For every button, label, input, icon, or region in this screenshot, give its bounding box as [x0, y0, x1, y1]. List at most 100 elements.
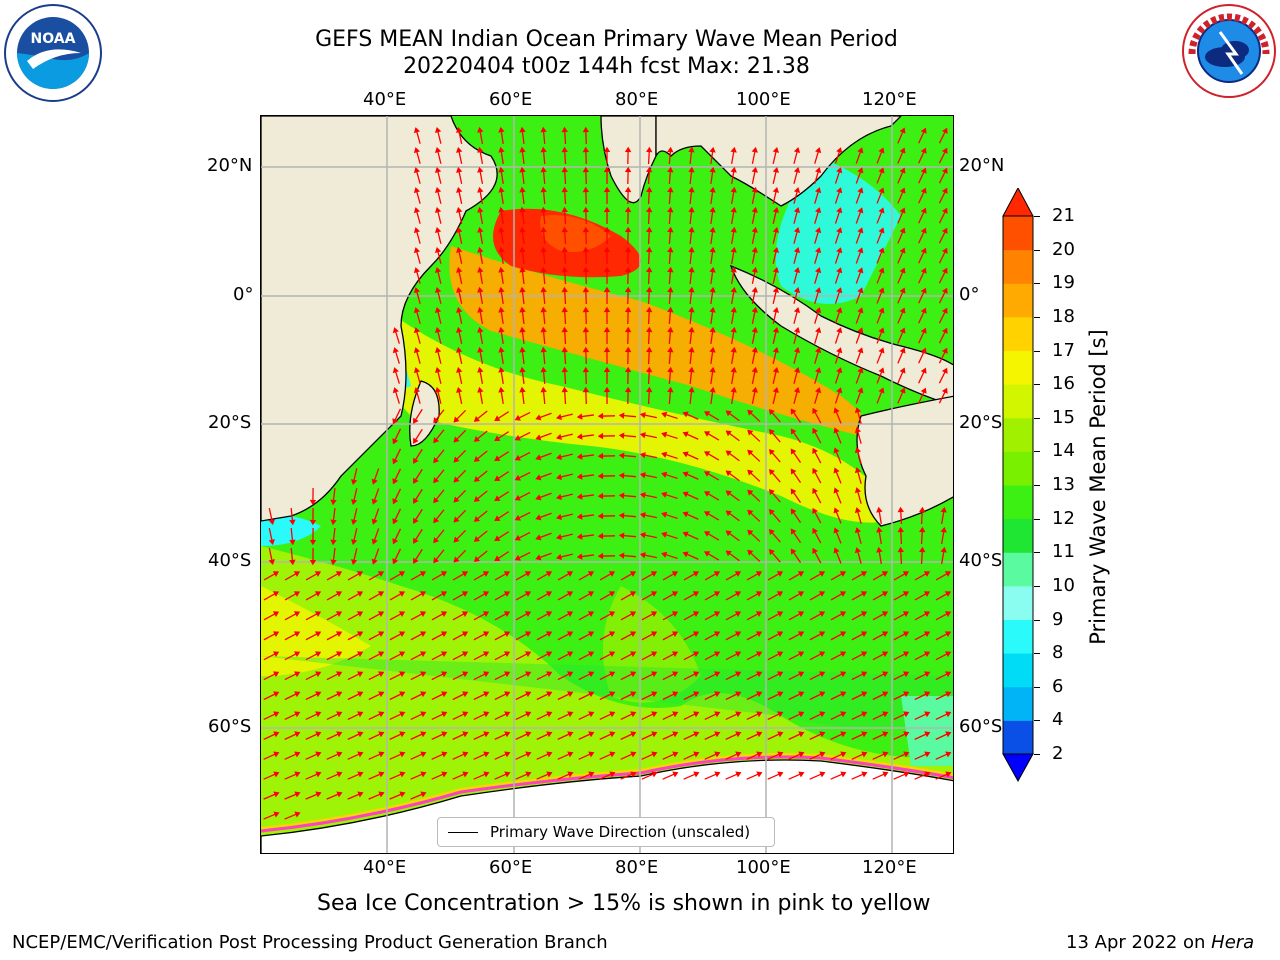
wave-arrow-head [735, 751, 742, 758]
wave-arrow-head [709, 326, 716, 333]
wave-arrow-head [309, 539, 317, 546]
wave-arrow-head [566, 631, 574, 638]
wave-arrow-head [751, 246, 758, 253]
wave-arrow-head [535, 494, 542, 501]
colorbar-cell [1003, 249, 1033, 284]
wave-arrow-head [294, 731, 301, 738]
wave-arrow-head [377, 571, 385, 577]
wave-arrow-head [725, 450, 732, 457]
wave-arrow-head [309, 559, 317, 566]
wave-arrow-head [878, 327, 885, 334]
wave-arrow-head [434, 387, 442, 393]
colorbar-tick-mark [1034, 451, 1040, 453]
wave-arrow-head [772, 326, 780, 333]
wave-arrow-head [798, 771, 805, 778]
wave-arrow-head [519, 366, 526, 373]
wave-arrow-head [357, 651, 364, 658]
wave-arrow-head [336, 651, 343, 658]
wave-arrow-head [797, 591, 805, 597]
wave-arrow-head [899, 227, 906, 234]
wave-arrow-head [688, 386, 695, 393]
wave-arrow-head [556, 433, 562, 441]
wave-arrow-head [793, 147, 801, 154]
wave-arrow-head [336, 671, 343, 678]
wave-arrow-head [498, 366, 505, 373]
wave-arrow-head [630, 651, 637, 658]
wave-arrow-head [812, 407, 818, 415]
wave-arrow-head [854, 447, 862, 454]
wave-arrow-head [420, 731, 427, 738]
wave-arrow-head [413, 127, 421, 134]
wave-arrow-head [582, 146, 590, 153]
wave-arrow-head [399, 731, 406, 738]
wave-arrow-head [315, 751, 322, 758]
wave-arrow-head [730, 226, 737, 233]
wave-arrow-head [924, 691, 931, 698]
lon-tick-bottom-100e: 100°E [736, 857, 791, 878]
wave-arrow-head [433, 557, 440, 564]
wave-arrow-head [540, 186, 547, 193]
wave-arrow-head [812, 527, 818, 535]
wave-arrow-head [399, 711, 406, 718]
wave-arrow-head [857, 147, 864, 154]
wave-arrow-head [413, 497, 419, 504]
wave-arrow-head [899, 127, 906, 134]
wave-arrow-head [646, 166, 653, 173]
wave-arrow-head [857, 247, 864, 254]
wave-arrow-head [504, 771, 511, 778]
wave-arrow-head [494, 555, 501, 562]
credit-right: 13 Apr 2022 on Hera [1066, 932, 1254, 953]
wave-arrow-head [567, 691, 574, 698]
wave-arrow-head [734, 611, 742, 617]
wave-arrow-head [582, 226, 590, 233]
wave-arrow-head [878, 167, 885, 174]
wave-arrow-head [498, 386, 505, 393]
wave-arrow-head [456, 306, 463, 313]
wave-arrow-head [609, 651, 616, 658]
wave-arrow-head [672, 691, 679, 698]
wave-arrow-head [651, 751, 658, 758]
wave-arrow-head [540, 366, 547, 373]
wave-arrow-head [768, 448, 775, 456]
wave-arrow-head [854, 487, 862, 494]
wave-arrow-head [514, 414, 521, 421]
wave-arrow-head [777, 671, 784, 678]
wave-arrow-head [940, 546, 947, 553]
wave-arrow-head [861, 651, 868, 658]
wave-arrow-head [630, 731, 637, 738]
wave-arrow-head [413, 437, 419, 444]
wave-arrow-head [692, 571, 700, 577]
wave-arrow-head [524, 631, 532, 638]
wave-arrow-head [882, 691, 889, 698]
wave-arrow-head [772, 206, 780, 213]
wave-arrow-head [561, 346, 568, 353]
wave-arrow-head [940, 526, 947, 533]
wave-arrow-head [482, 591, 490, 597]
wave-arrow-head [576, 473, 583, 480]
wave-arrow-head [582, 246, 590, 253]
wave-arrow-head [751, 226, 758, 233]
wave-arrow-head [682, 551, 689, 558]
wave-arrow-head [924, 651, 931, 658]
wave-arrow-head [667, 246, 674, 253]
wave-arrow-head [392, 458, 399, 465]
wave-arrow-head [561, 366, 568, 373]
wave-arrow-head [398, 611, 406, 617]
wave-arrow-head [688, 286, 695, 293]
wave-arrow-head [833, 487, 840, 494]
wave-arrow-head [434, 207, 442, 213]
wave-arrow-head [413, 287, 421, 294]
wave-arrow-head [453, 476, 460, 483]
wave-arrow-head [688, 266, 695, 273]
wave-arrow-head [861, 711, 868, 718]
wave-arrow-head [924, 731, 931, 738]
wave-arrow-head [815, 187, 822, 194]
wave-arrow-head [709, 266, 716, 273]
wave-arrow-head [356, 591, 364, 597]
wave-arrow-head [289, 559, 296, 566]
wave-arrow-head [945, 751, 952, 758]
wave-arrow-head [335, 611, 343, 617]
wave-arrow-head [483, 711, 490, 718]
wave-arrow-head [624, 366, 632, 373]
wave-arrow-head [514, 534, 521, 541]
